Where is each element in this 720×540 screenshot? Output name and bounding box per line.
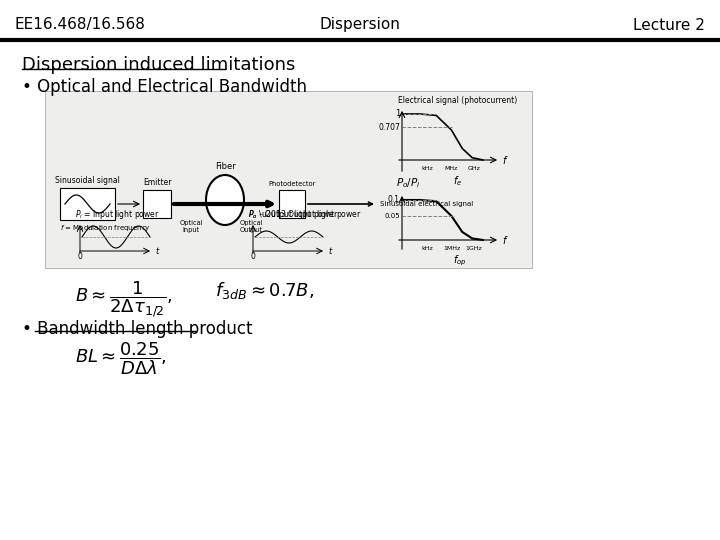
Text: $BL \approx \dfrac{0.25}{D\Delta\lambda},$: $BL \approx \dfrac{0.25}{D\Delta\lambda}… (75, 340, 167, 376)
Bar (279, 190, 305, 218)
Text: Electrical signal (photocurrent): Electrical signal (photocurrent) (398, 96, 518, 105)
Bar (143, 190, 171, 218)
Text: $P_i$ = Input light power: $P_i$ = Input light power (75, 208, 160, 221)
Text: Sinusoidal signal: Sinusoidal signal (55, 176, 120, 185)
Bar (45, 91, 532, 268)
Text: Fiber: Fiber (215, 162, 235, 171)
Text: 1MHz: 1MHz (443, 246, 460, 251)
Text: • Optical and Electrical Bandwidth: • Optical and Electrical Bandwidth (22, 78, 307, 96)
Text: $t$: $t$ (328, 246, 333, 256)
Ellipse shape (206, 175, 244, 225)
Text: MHz: MHz (445, 166, 458, 171)
Text: $f_e$: $f_e$ (453, 174, 462, 188)
Text: Dispersion induced limitations: Dispersion induced limitations (22, 56, 295, 74)
Text: $P_o/P_i$: $P_o/P_i$ (396, 176, 420, 190)
Text: 0: 0 (78, 252, 82, 261)
Text: $f_{op}$: $f_{op}$ (453, 254, 467, 268)
Text: $f$ = Modulation frequency: $f$ = Modulation frequency (60, 223, 151, 233)
Text: $t$: $t$ (155, 246, 161, 256)
Text: kHz: kHz (421, 166, 433, 171)
Text: $B \approx \dfrac{1}{2\Delta\tau_{1/2}},$: $B \approx \dfrac{1}{2\Delta\tau_{1/2}},… (75, 280, 173, 320)
Text: 0: 0 (251, 252, 256, 261)
Text: Lecture 2: Lecture 2 (633, 17, 705, 32)
Text: Optical
Output: Optical Output (239, 220, 263, 233)
Text: $P_o$ – Output light power: $P_o$ – Output light power (248, 208, 338, 221)
Text: 0.707: 0.707 (378, 123, 400, 132)
Text: Photodetector: Photodetector (269, 181, 315, 187)
Text: GHz: GHz (467, 166, 480, 171)
Text: 1GHz: 1GHz (466, 246, 482, 251)
Text: $f$: $f$ (502, 154, 508, 166)
Text: 1: 1 (395, 110, 400, 118)
Text: Emitter: Emitter (143, 178, 171, 187)
Text: kHz: kHz (421, 246, 433, 251)
Text: Optical
Input: Optical Input (179, 220, 203, 233)
Text: 0.1: 0.1 (388, 195, 400, 205)
Text: $f_{3dB} \approx 0.7B,$: $f_{3dB} \approx 0.7B,$ (215, 280, 314, 301)
Text: Dispersion: Dispersion (320, 17, 400, 32)
Text: $P_o$ \u2013 Output light power: $P_o$ \u2013 Output light power (248, 208, 361, 221)
Text: Sinusoidal electrical signal: Sinusoidal electrical signal (380, 201, 473, 207)
Text: • Bandwidth length product: • Bandwidth length product (22, 320, 253, 338)
Text: 0.05: 0.05 (384, 213, 400, 219)
Text: $f$: $f$ (502, 234, 508, 246)
Bar (60, 188, 115, 220)
Text: EE16.468/16.568: EE16.468/16.568 (15, 17, 146, 32)
